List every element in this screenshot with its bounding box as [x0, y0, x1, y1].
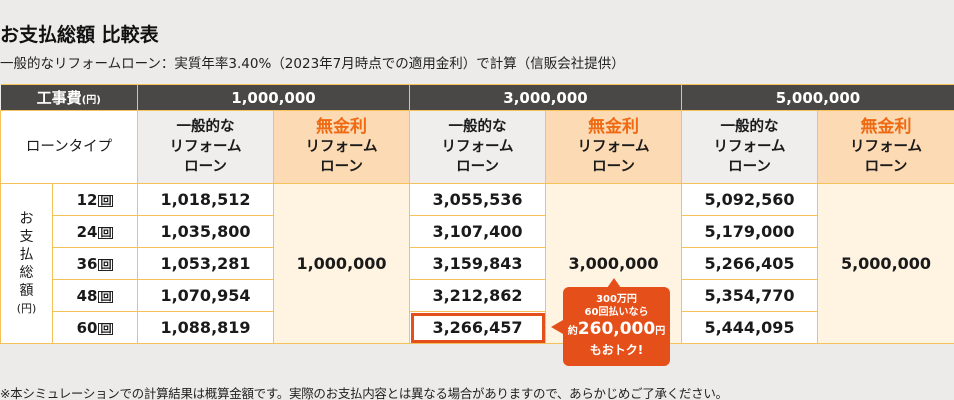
free-loan-header: 無金利 リフォーム ローン — [817, 110, 954, 184]
value-cell: 1,053,281 — [137, 247, 274, 280]
value-cell: 5,266,405 — [681, 247, 818, 280]
value-cell: 5,354,770 — [681, 279, 818, 312]
value-cell: 1,088,819 — [137, 311, 274, 344]
normal-loan-header: 一般的な リフォーム ローン — [409, 110, 546, 184]
callout-line4: もおトク! — [589, 343, 644, 357]
term-cell: 48 回 — [52, 279, 138, 312]
callout-amount: 約260,000円 — [567, 319, 666, 339]
term-cell: 60 回 — [52, 311, 138, 344]
term-cell: 36 回 — [52, 247, 138, 280]
table-row: お支払総額 (円) 12 回 1,018,512 1,000,000 3,055,5… — [0, 183, 954, 344]
value-cell: 1,035,800 — [137, 215, 274, 248]
disclaimer-note: ※本シミュレーションでの計算結果は概算金額です。実際のお支払内容とは異なる場合が… — [0, 386, 728, 400]
free-value-5m: 5,000,000 — [817, 183, 954, 344]
cost-1m: 1,000,000 — [137, 84, 410, 111]
page-title: お支払総額 比較表 — [0, 24, 159, 46]
term-cell: 24 回 — [52, 215, 138, 248]
cost-label: 工事費 — [36, 89, 82, 107]
value-cell: 3,159,843 — [409, 247, 546, 280]
cost-header-row: 工事費(円) 1,000,000 3,000,000 5,000,000 — [0, 84, 954, 111]
normal-loan-header: 一般的な リフォーム ローン — [681, 110, 818, 184]
cost-3m: 3,000,000 — [409, 84, 682, 111]
cost-header-label: 工事費(円) — [0, 84, 138, 111]
table-row: 24 回 1,035,800 3,107,400 5,179,000 — [1, 215, 954, 248]
free-loan-header: 無金利 リフォーム ローン — [273, 110, 410, 184]
comparison-table: 工事費(円) 1,000,000 3,000,000 5,000,000 ローン… — [0, 84, 954, 344]
callout-line1: 300万円 — [596, 294, 637, 305]
value-cell: 3,212,862 — [409, 279, 546, 312]
value-cell: 3,107,400 — [409, 215, 546, 248]
savings-callout: 300万円 60回払いなら 約260,000円 もおトク! — [551, 278, 670, 366]
value-cell: 1,018,512 — [137, 183, 274, 216]
free-value-1m: 1,000,000 — [273, 183, 410, 344]
value-cell: 5,092,560 — [681, 183, 818, 216]
loan-type-label: ローンタイプ — [0, 110, 138, 184]
highlighted-value-cell: 3,266,457 — [409, 311, 546, 344]
value-cell: 1,070,954 — [137, 279, 274, 312]
value-cell: 5,444,095 — [681, 311, 818, 344]
term-cell: 12 回 — [52, 183, 138, 216]
subtitle: 一般的なリフォームローン：実質年率3.40%（2023年7月時点での適用金利）で… — [0, 56, 625, 72]
free-loan-header: 無金利 リフォーム ローン — [545, 110, 682, 184]
loan-type-row: ローンタイプ 一般的な リフォーム ローン 無金利 リフォーム ローン 一般的な リフォー… — [0, 110, 954, 184]
callout-line2: 60回払いなら — [584, 307, 649, 318]
value-cell: 3,055,536 — [409, 183, 546, 216]
normal-loan-header: 一般的な リフォーム ローン — [137, 110, 274, 184]
table-row: 60 回 1,088,819 3,266,457 5,444,095 — [1, 311, 954, 344]
table-row: 36 回 1,053,281 3,159,843 5,266,405 — [1, 247, 954, 280]
total-payment-label: お支払総額 (円) — [0, 183, 53, 344]
cost-5m: 5,000,000 — [681, 84, 954, 111]
cost-unit: (円) — [81, 95, 101, 106]
table-row: 48 回 1,070,954 3,212,862 5,354,770 — [1, 279, 954, 312]
value-cell: 5,179,000 — [681, 215, 818, 248]
